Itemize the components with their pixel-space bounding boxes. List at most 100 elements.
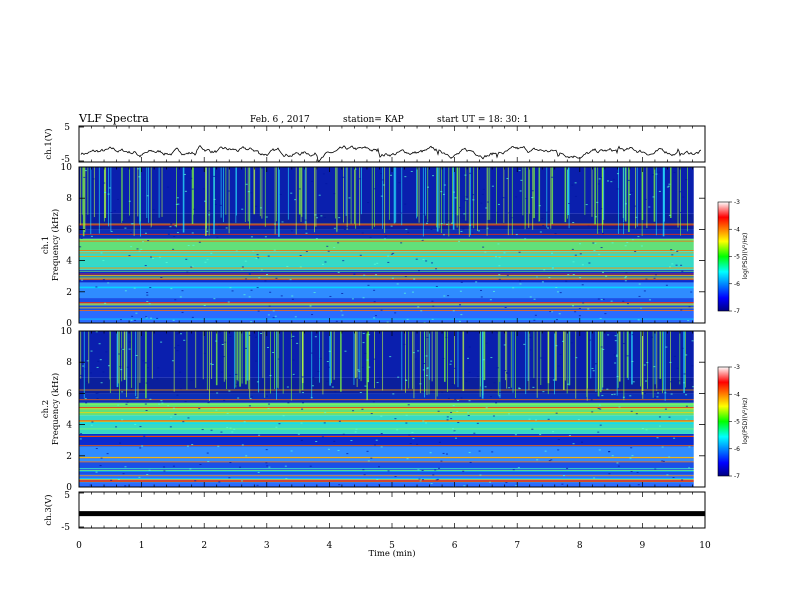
spectrogram-speckle <box>680 309 683 311</box>
spectrogram-speckle <box>460 230 463 232</box>
spectrogram-speckle <box>114 386 117 388</box>
spectrogram-speckle <box>626 242 629 244</box>
spectrogram-speckle <box>138 176 141 178</box>
spectrogram-speckle <box>106 453 109 455</box>
spectrogram-speckle <box>425 374 428 376</box>
spectrogram-speckle <box>593 250 596 252</box>
spectrogram-speckle <box>373 188 376 190</box>
sferic-streak <box>532 167 534 230</box>
spectrogram-speckle <box>445 453 448 455</box>
spectrogram-speckle <box>420 239 423 241</box>
sferic-streak <box>623 331 625 401</box>
sferic-streak <box>679 167 681 236</box>
sferic-streak <box>554 331 555 395</box>
sferic-streak <box>359 167 361 226</box>
spectrogram-speckle <box>478 230 481 232</box>
spectrogram-speckle <box>380 195 383 197</box>
spectrogram-speckle <box>318 194 321 196</box>
spectrogram-speckle <box>286 386 289 388</box>
spectrogram-speckle <box>485 342 488 344</box>
spectrogram-speckle <box>333 227 336 229</box>
spectrogram-speckle <box>624 245 627 247</box>
spectrogram-speckle <box>208 210 211 212</box>
spectrogram-speckle <box>423 213 426 215</box>
spectrogram-speckle <box>124 466 127 468</box>
sferic-streak <box>353 331 355 385</box>
sferic-streak <box>87 167 89 215</box>
spectrogram-speckle <box>581 441 584 443</box>
sferic-streak <box>640 331 641 387</box>
spectrogram-speckle <box>611 242 614 244</box>
spectrogram-speckle <box>624 280 627 282</box>
spectrogram-speckle <box>160 341 163 343</box>
sferic-streak <box>413 331 415 399</box>
spectrogram-speckle <box>604 313 607 315</box>
sferic-streak <box>237 331 239 382</box>
y-tick-label: 0 <box>66 483 72 493</box>
spectrogram-speckle <box>285 478 288 480</box>
spectrogram-speckle <box>523 343 526 345</box>
sferic-streak <box>425 167 426 216</box>
spectrogram-speckle <box>475 281 478 283</box>
spectrogram-speckle <box>679 191 682 193</box>
spectrogram-speckle <box>524 238 527 240</box>
spectrogram-speckle <box>258 434 261 436</box>
spectrogram-speckle <box>206 259 209 261</box>
spectrogram-speckle <box>107 282 110 284</box>
spectrogram-speckle <box>685 418 688 420</box>
sferic-streak <box>685 331 686 388</box>
ch1-spec-ylabel-channel: ch.1 <box>41 236 51 254</box>
spectrogram-speckle <box>426 222 429 224</box>
spectrogram-speckle <box>491 185 494 187</box>
spectrogram-speckle <box>97 360 100 362</box>
spectrogram-speckle <box>340 310 343 312</box>
spectrogram-speckle <box>422 258 425 260</box>
spectrogram-speckle <box>480 289 483 291</box>
sferic-streak <box>438 167 440 229</box>
sferic-streak <box>656 331 658 391</box>
spectrogram-speckle <box>637 319 640 321</box>
sferic-streak <box>479 331 481 397</box>
emission-line <box>79 445 705 447</box>
spectrogram-speckle <box>346 453 349 455</box>
spectrogram-speckle <box>479 474 482 476</box>
spectrogram-speckle <box>250 396 253 398</box>
spectrogram-speckle <box>688 467 691 469</box>
sferic-streak <box>121 167 123 221</box>
sferic-streak <box>462 331 465 392</box>
spectrogram-speckle <box>290 230 293 232</box>
spectrogram-speckle <box>334 391 337 393</box>
spectrogram-speckle <box>490 396 493 398</box>
sferic-streak <box>418 167 420 223</box>
spectrogram-speckle <box>314 336 317 338</box>
sferic-streak <box>470 167 472 236</box>
spectrogram-speckle <box>598 253 601 255</box>
spectrogram-speckle <box>610 300 613 302</box>
spectrogram-speckle <box>519 190 522 192</box>
spectrogram-speckle <box>342 433 345 435</box>
emission-line <box>79 273 705 275</box>
spectrogram-speckle <box>80 237 83 239</box>
sferic-streak <box>298 167 301 215</box>
spectrogram-speckle <box>447 295 450 297</box>
spectrogram-speckle <box>508 212 511 214</box>
spectrogram-speckle <box>670 381 673 383</box>
spectrogram-speckle <box>225 227 228 229</box>
sferic-streak <box>264 167 266 227</box>
spectrogram-speckle <box>331 386 334 388</box>
spectrogram-speckle <box>244 347 247 349</box>
spectrogram-speckle <box>632 381 635 383</box>
spectrogram-speckle <box>268 466 271 468</box>
spectrogram-speckle <box>673 171 676 173</box>
y-tick-label: 4 <box>66 421 72 431</box>
x-tick-label: 1 <box>139 541 145 551</box>
spectrogram-speckle <box>383 238 386 240</box>
spectrogram-speckle <box>579 277 582 279</box>
sferic-streak <box>366 331 368 401</box>
sferic-streak <box>233 331 235 389</box>
spectrogram-speckle <box>495 402 498 404</box>
sferic-streak <box>202 331 204 380</box>
spectrogram-speckle <box>241 208 244 210</box>
sferic-streak <box>683 331 685 393</box>
spectrogram-speckle <box>160 276 163 278</box>
